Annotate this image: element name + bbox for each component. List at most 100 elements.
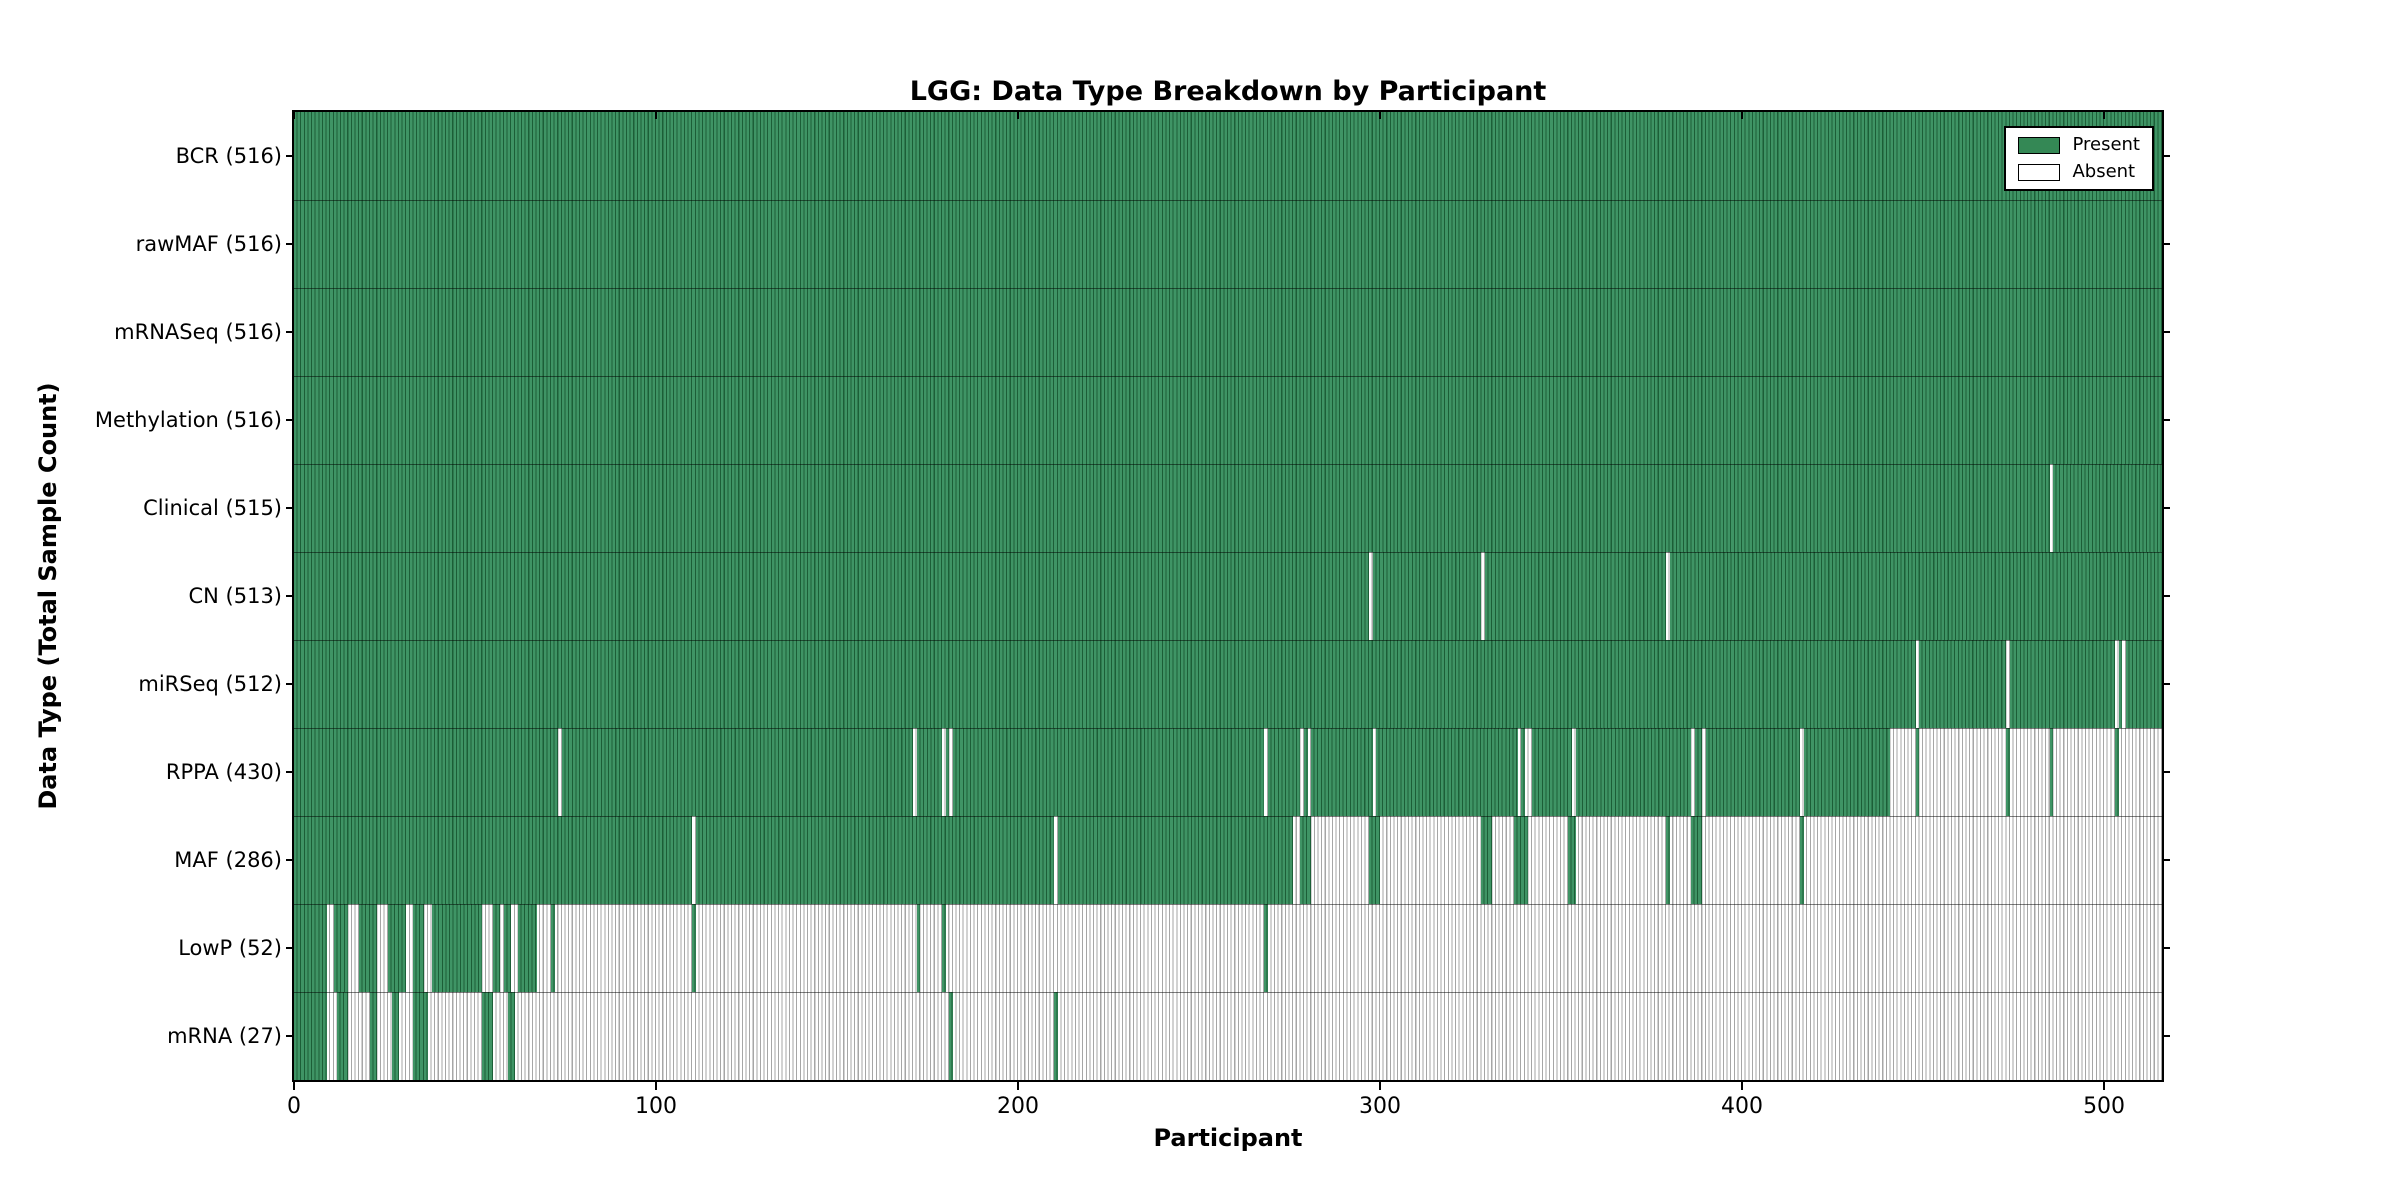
legend-label-absent: Absent bbox=[2072, 161, 2136, 182]
present-segment bbox=[692, 904, 696, 992]
row-separator bbox=[294, 816, 2162, 817]
present-swatch bbox=[2018, 136, 2061, 154]
present-segment bbox=[294, 904, 327, 992]
xtick-label: 0 bbox=[287, 1094, 301, 1119]
y-tick-left bbox=[286, 331, 292, 333]
x-tick-top bbox=[293, 112, 295, 119]
row-clinical bbox=[294, 464, 2162, 552]
present-segment bbox=[1532, 728, 1572, 816]
row-separator bbox=[294, 200, 2162, 201]
y-tick-right bbox=[2164, 683, 2170, 685]
present-segment bbox=[1304, 728, 1308, 816]
present-segment bbox=[916, 904, 921, 992]
x-tick-bottom bbox=[1379, 1082, 1382, 1090]
present-segment bbox=[294, 464, 2050, 552]
present-segment bbox=[2009, 640, 2115, 728]
y-tick-left bbox=[286, 155, 292, 157]
row-separator bbox=[294, 728, 2162, 729]
present-segment bbox=[1057, 816, 1294, 904]
y-tick-right bbox=[2164, 155, 2170, 157]
absent-swatch bbox=[2018, 163, 2061, 181]
present-segment bbox=[413, 992, 428, 1080]
y-tick-left bbox=[286, 1035, 292, 1037]
present-segment bbox=[1372, 552, 1482, 640]
present-segment bbox=[294, 288, 2162, 376]
present-segment bbox=[294, 552, 1370, 640]
row-bcr bbox=[294, 112, 2162, 200]
ylabel-bcr: BCR (516) bbox=[175, 144, 282, 168]
present-segment bbox=[391, 992, 399, 1080]
present-segment bbox=[1568, 816, 1576, 904]
present-segment bbox=[1705, 728, 1800, 816]
legend: Present Absent bbox=[2004, 126, 2154, 191]
present-segment bbox=[507, 992, 515, 1080]
row-separator bbox=[294, 552, 2162, 553]
x-tick-bottom bbox=[655, 1082, 657, 1090]
chart-title: LGG: Data Type Breakdown by Participant bbox=[909, 76, 1547, 107]
x-tick-top bbox=[655, 112, 657, 119]
x-tick-top bbox=[1741, 112, 1744, 119]
y-tick-left bbox=[286, 595, 292, 597]
y-tick-right bbox=[2164, 1035, 2170, 1037]
x-tick-bottom bbox=[293, 1082, 295, 1090]
ylabel-mrnaseq: mRNASeq (516) bbox=[114, 320, 282, 344]
ylabel-maf: MAF (286) bbox=[174, 848, 282, 872]
row-separator bbox=[294, 904, 2162, 905]
y-tick-left bbox=[286, 683, 292, 685]
present-segment bbox=[482, 992, 494, 1080]
present-segment bbox=[2125, 640, 2162, 728]
ylabel-rawmaf: rawMAF (516) bbox=[135, 232, 282, 256]
present-segment bbox=[952, 728, 1265, 816]
xtick-label: 300 bbox=[1359, 1094, 1402, 1119]
x-tick-bottom bbox=[1017, 1082, 1020, 1090]
xtick-label: 100 bbox=[635, 1094, 677, 1119]
y-tick-left bbox=[286, 507, 292, 509]
ylabel-lowp: LowP (52) bbox=[178, 936, 282, 960]
xtick-label: 400 bbox=[1721, 1094, 1764, 1119]
legend-label-present: Present bbox=[2072, 134, 2140, 155]
present-segment bbox=[1311, 728, 1373, 816]
y-tick-left bbox=[286, 419, 292, 421]
y-tick-right bbox=[2164, 243, 2170, 245]
legend-entry-present: Present bbox=[2018, 136, 2140, 154]
y-tick-right bbox=[2164, 859, 2170, 861]
present-segment bbox=[2006, 728, 2010, 816]
present-segment bbox=[1267, 728, 1301, 816]
y-tick-left bbox=[286, 859, 292, 861]
present-segment bbox=[388, 904, 407, 992]
row-separator bbox=[294, 464, 2162, 465]
row-rawmaf bbox=[294, 200, 2162, 288]
present-segment bbox=[337, 992, 349, 1080]
present-segment bbox=[2118, 640, 2123, 728]
present-segment bbox=[413, 904, 425, 992]
xtick-label: 500 bbox=[2083, 1094, 2126, 1119]
x-tick-top bbox=[2103, 112, 2106, 119]
present-segment bbox=[1575, 728, 1692, 816]
row-mrnaseq bbox=[294, 288, 2162, 376]
row-lowp bbox=[294, 904, 2162, 992]
present-segment bbox=[503, 904, 512, 992]
present-segment bbox=[431, 904, 483, 992]
y-tick-right bbox=[2164, 595, 2170, 597]
row-maf bbox=[294, 816, 2162, 904]
present-segment bbox=[1915, 728, 1920, 816]
row-rppa bbox=[294, 728, 2162, 816]
present-segment bbox=[1803, 728, 1891, 816]
y-tick-left bbox=[286, 947, 292, 949]
present-segment bbox=[695, 816, 1055, 904]
present-segment bbox=[493, 904, 501, 992]
present-segment bbox=[1264, 904, 1268, 992]
row-cn bbox=[294, 552, 2162, 640]
present-segment bbox=[1695, 728, 1703, 816]
present-segment bbox=[294, 992, 327, 1080]
present-segment bbox=[942, 904, 946, 992]
plot-area: Present Absent bbox=[292, 110, 2164, 1082]
present-segment bbox=[949, 992, 953, 1080]
row-separator bbox=[294, 992, 2162, 993]
ylabel-clinical: Clinical (515) bbox=[143, 496, 282, 520]
present-segment bbox=[294, 376, 2162, 464]
present-segment bbox=[551, 904, 555, 992]
present-segment bbox=[1376, 728, 1518, 816]
present-segment bbox=[1481, 816, 1493, 904]
